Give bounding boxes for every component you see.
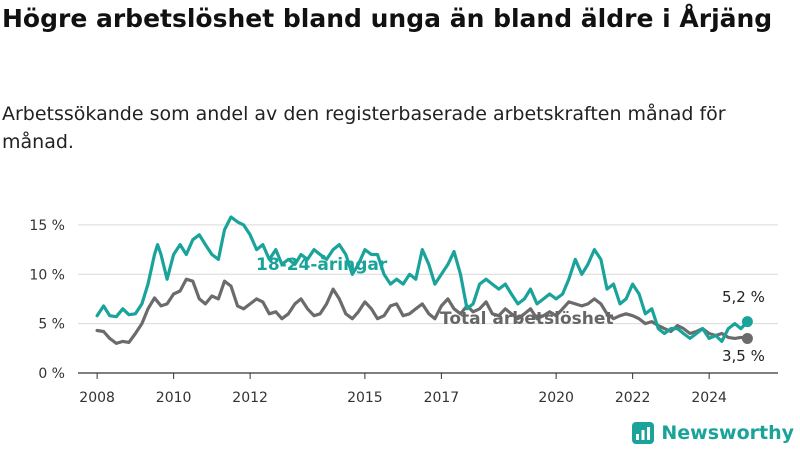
chart-subtitle: Arbetssökande som andel av den registerb…	[2, 103, 726, 153]
x-tick-label: 2020	[538, 390, 574, 406]
series-line-youth	[95, 215, 749, 343]
brand-name: Newsworthy	[661, 422, 794, 444]
series-line-total	[95, 277, 749, 345]
gridlines	[78, 224, 778, 374]
end-dot-youth	[741, 316, 753, 328]
x-tick-label: 2008	[79, 390, 115, 406]
end-dot-total	[741, 332, 753, 344]
x-axis-ticks: 2008 2010 2012 2015 2017 2020 2022 2024	[79, 373, 727, 406]
end-value-youth: 5,2 %	[722, 288, 765, 306]
x-tick-label: 2010	[156, 390, 192, 406]
end-value-total: 3,5 %	[722, 347, 765, 365]
x-tick-label: 2024	[691, 390, 727, 406]
y-tick-label: 10 %	[29, 267, 65, 283]
x-tick-label: 2017	[424, 390, 460, 406]
x-tick-label: 2022	[615, 390, 651, 406]
series-label-total: Total arbetslöshet	[440, 309, 614, 329]
x-tick-label: 2012	[232, 390, 268, 406]
y-tick-label: 0 %	[38, 366, 65, 382]
chart-title: Högre arbetslöshet bland unga än bland ä…	[2, 4, 773, 33]
brand-logo[interactable]: Newsworthy	[631, 418, 794, 448]
series-label-youth: 18-24-åringar	[256, 253, 388, 275]
x-tick-label: 2015	[347, 390, 383, 406]
series-lines	[95, 215, 753, 345]
y-axis-ticks: 0 % 5 % 10 % 15 %	[29, 218, 65, 382]
y-tick-label: 5 %	[38, 317, 65, 333]
newsworthy-logo-icon	[632, 422, 655, 444]
y-tick-label: 15 %	[29, 218, 65, 234]
